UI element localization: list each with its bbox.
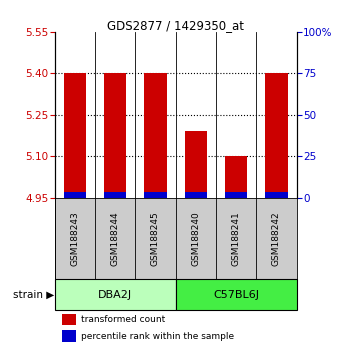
Text: GSM188244: GSM188244 bbox=[110, 211, 120, 266]
Bar bbox=[144, 192, 166, 198]
Bar bbox=[265, 73, 287, 198]
Text: percentile rank within the sample: percentile rank within the sample bbox=[81, 332, 234, 341]
Text: GSM188245: GSM188245 bbox=[151, 211, 160, 266]
Bar bbox=[64, 73, 86, 198]
Text: strain ▶: strain ▶ bbox=[13, 290, 54, 299]
Bar bbox=[225, 192, 247, 198]
Bar bbox=[225, 156, 247, 198]
Bar bbox=[265, 192, 287, 198]
Bar bbox=[62, 314, 76, 325]
Bar bbox=[104, 73, 126, 198]
Title: GDS2877 / 1429350_at: GDS2877 / 1429350_at bbox=[107, 19, 244, 32]
Text: GSM188241: GSM188241 bbox=[232, 211, 241, 266]
Text: GSM188243: GSM188243 bbox=[70, 211, 79, 266]
Text: C57BL6J: C57BL6J bbox=[213, 290, 259, 299]
Bar bbox=[185, 131, 207, 198]
Text: DBA2J: DBA2J bbox=[98, 290, 132, 299]
Bar bbox=[64, 192, 86, 198]
Bar bbox=[55, 279, 176, 310]
Bar bbox=[144, 73, 166, 198]
Bar bbox=[176, 279, 297, 310]
Text: GSM188242: GSM188242 bbox=[272, 211, 281, 266]
Bar bbox=[104, 192, 126, 198]
Bar bbox=[62, 330, 76, 342]
Text: GSM188240: GSM188240 bbox=[191, 211, 200, 266]
Bar bbox=[185, 192, 207, 198]
Text: transformed count: transformed count bbox=[81, 315, 165, 324]
